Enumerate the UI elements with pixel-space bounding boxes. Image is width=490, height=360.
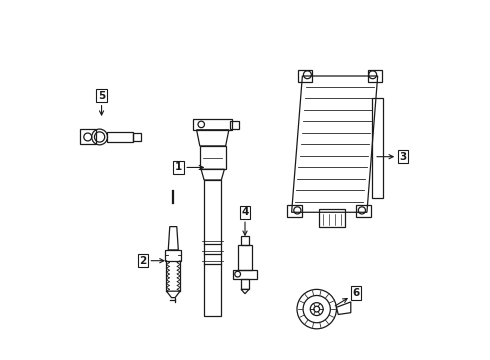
Bar <box>107 132 133 142</box>
Bar <box>298 70 313 82</box>
Bar <box>204 180 221 316</box>
Bar <box>241 279 249 289</box>
Text: 3: 3 <box>377 152 406 162</box>
Bar <box>287 205 302 217</box>
Bar <box>165 250 181 261</box>
Text: 2: 2 <box>139 256 164 266</box>
Bar <box>200 146 225 169</box>
Text: 1: 1 <box>175 162 203 172</box>
Bar <box>241 235 249 244</box>
Text: 4: 4 <box>241 207 249 235</box>
Bar <box>233 270 257 279</box>
Bar <box>319 209 344 226</box>
Text: 5: 5 <box>98 91 105 115</box>
Bar <box>80 130 96 144</box>
Bar <box>133 132 141 141</box>
Bar <box>193 119 232 130</box>
Bar <box>356 205 370 217</box>
Bar <box>230 121 239 129</box>
Bar <box>372 98 383 198</box>
Bar <box>368 70 382 82</box>
Text: 6: 6 <box>335 288 360 306</box>
Bar <box>238 244 252 270</box>
